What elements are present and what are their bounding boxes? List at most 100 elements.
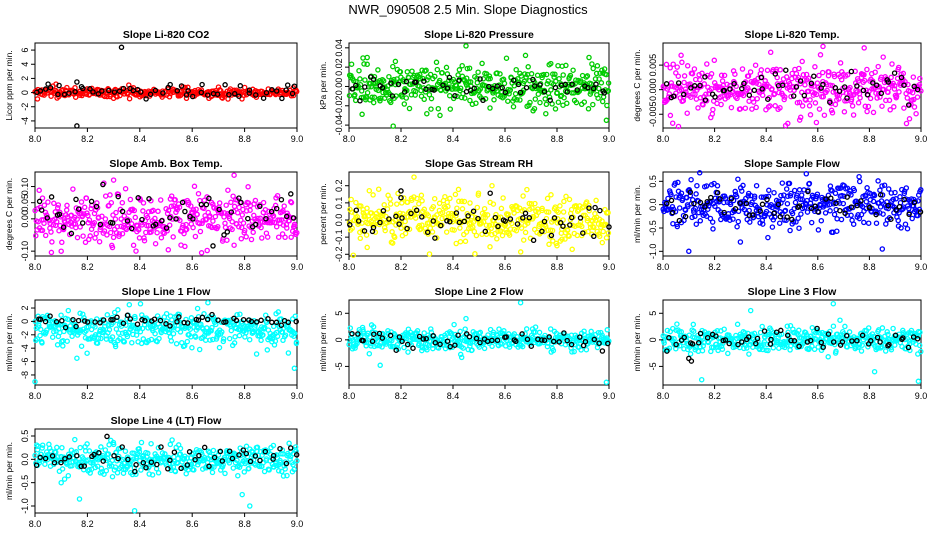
data-point	[68, 230, 75, 237]
data-point	[114, 470, 121, 476]
data-point	[745, 334, 752, 340]
data-point	[581, 99, 588, 105]
data-point	[495, 223, 501, 230]
data-point	[98, 335, 104, 342]
data-point	[896, 89, 902, 95]
data-point	[739, 66, 746, 72]
data-point	[438, 222, 444, 229]
data-point	[721, 87, 728, 94]
data-point	[721, 209, 727, 216]
data-point	[42, 461, 48, 467]
data-point	[568, 341, 575, 348]
data-point	[585, 84, 591, 91]
data-point	[725, 350, 731, 357]
data-point	[216, 200, 223, 206]
data-point	[54, 342, 61, 348]
data-point	[60, 226, 67, 233]
data-point	[844, 95, 850, 101]
data-point	[718, 72, 725, 79]
data-point	[402, 218, 408, 225]
data-point	[678, 190, 685, 196]
plot-frame	[34, 171, 298, 257]
data-point	[246, 336, 253, 343]
data-point	[288, 191, 294, 197]
x-tick-label: 8.0	[343, 262, 356, 272]
data-point	[136, 446, 142, 452]
data-point	[844, 72, 851, 78]
data-point	[224, 229, 231, 235]
data-point	[739, 333, 745, 340]
data-point	[556, 339, 562, 345]
data-point	[39, 442, 46, 448]
data-point	[553, 78, 559, 85]
data-point	[152, 215, 158, 222]
data-point	[370, 99, 377, 106]
data-point	[33, 232, 39, 239]
data-points	[346, 299, 612, 386]
data-point	[461, 198, 468, 205]
data-point	[509, 220, 515, 227]
data-point	[908, 327, 915, 334]
data-point	[783, 339, 789, 345]
data-point	[603, 379, 610, 386]
data-point	[74, 123, 80, 129]
data-point	[390, 123, 396, 129]
data-point	[499, 232, 506, 239]
data-point	[675, 179, 681, 186]
data-point	[403, 335, 409, 342]
data-point	[526, 102, 532, 109]
data-point	[221, 210, 228, 216]
data-point	[867, 95, 874, 102]
x-tick-label: 8.4	[447, 391, 460, 401]
data-point	[270, 323, 277, 330]
data-point	[33, 462, 40, 468]
data-point	[278, 322, 285, 328]
y-tick-label: -0.10	[20, 241, 30, 262]
data-point	[821, 112, 828, 118]
data-point	[918, 187, 924, 193]
data-point	[598, 80, 605, 86]
data-point	[163, 310, 170, 317]
y-tick-label: -8	[20, 371, 30, 379]
data-point	[403, 78, 410, 85]
data-point	[475, 190, 482, 196]
data-point	[681, 73, 688, 79]
data-point	[59, 317, 65, 324]
data-point	[532, 200, 538, 207]
data-point	[371, 222, 378, 228]
data-point	[877, 187, 883, 193]
data-point	[112, 343, 119, 350]
data-point	[127, 316, 134, 322]
data-points	[32, 44, 300, 129]
data-point	[289, 90, 296, 97]
data-point	[842, 210, 848, 217]
data-point	[421, 96, 427, 103]
x-tick-label: 8.2	[708, 134, 721, 144]
data-point	[155, 470, 162, 476]
data-point	[226, 335, 233, 342]
data-point	[187, 215, 193, 222]
data-point	[746, 351, 752, 357]
data-point	[41, 202, 48, 208]
data-point	[349, 209, 355, 215]
data-point	[457, 238, 464, 245]
data-point	[567, 72, 574, 79]
data-point	[455, 72, 461, 78]
data-point	[347, 222, 353, 228]
data-point	[126, 318, 133, 325]
data-point	[560, 223, 566, 229]
y-tick-label: -4	[20, 117, 30, 125]
data-point	[164, 228, 170, 234]
data-point	[892, 189, 898, 196]
data-point	[104, 433, 110, 440]
data-point	[376, 208, 382, 215]
y-tick-label: -0.005	[648, 101, 658, 127]
data-point	[855, 100, 862, 106]
data-point	[841, 193, 847, 200]
data-point	[539, 207, 545, 214]
data-point	[364, 244, 370, 251]
data-point	[909, 337, 916, 343]
data-point	[396, 334, 403, 340]
data-point	[767, 49, 774, 56]
